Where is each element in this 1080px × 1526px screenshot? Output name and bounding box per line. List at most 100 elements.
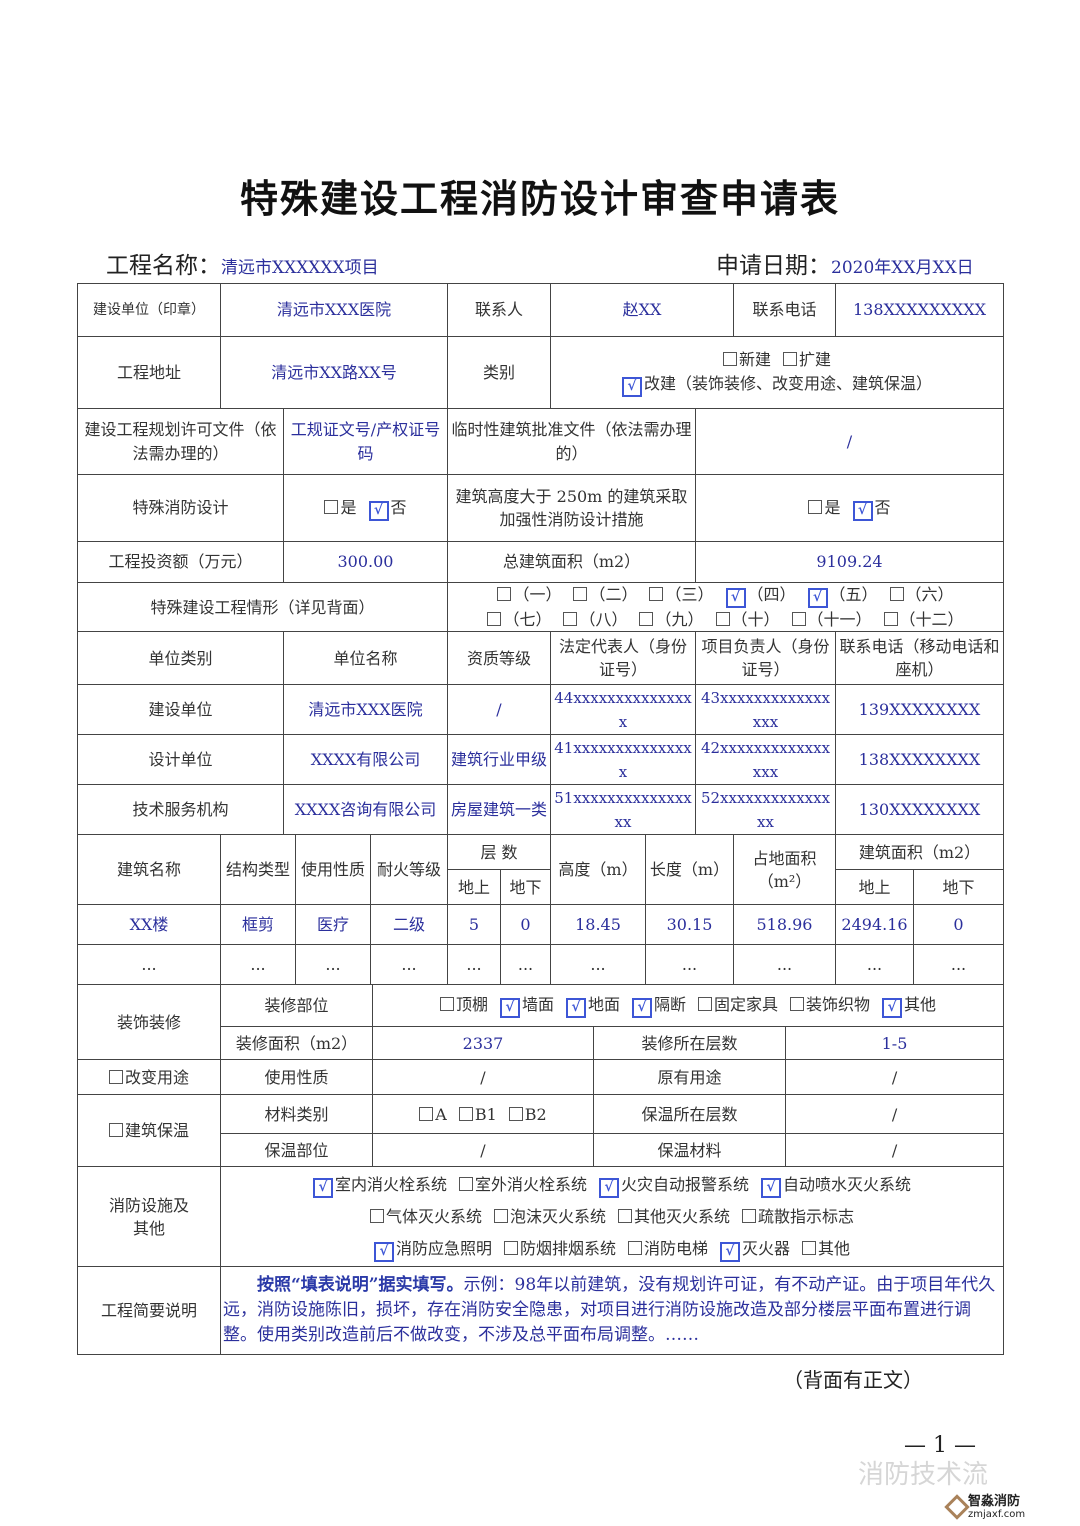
checkbox-option[interactable]: 扩建 xyxy=(783,348,831,371)
building-cell[interactable]: 医疗 xyxy=(295,904,371,946)
checkbox-icon[interactable] xyxy=(563,612,578,626)
unit-cell[interactable]: 52xxxxxxxxxxxxxxx xyxy=(695,784,836,836)
checkbox-option[interactable]: 其他 xyxy=(802,1233,850,1265)
checkbox-option[interactable]: （八） xyxy=(563,608,627,631)
building-cell[interactable]: 二级 xyxy=(370,904,448,946)
checkbox-icon[interactable] xyxy=(503,1240,518,1255)
checkbox-icon[interactable] xyxy=(618,1208,632,1223)
unit-cell[interactable]: XXXX咨询有限公司 xyxy=(283,784,448,836)
checkbox-icon[interactable] xyxy=(783,352,797,367)
building-cell[interactable]: XX楼 xyxy=(77,904,221,946)
checkbox-icon[interactable] xyxy=(889,587,904,601)
checkbox-icon[interactable] xyxy=(458,1106,473,1121)
builder-value[interactable]: 清远市XXX医院 xyxy=(220,283,448,337)
checkbox-icon[interactable] xyxy=(628,1240,642,1255)
use-nature-value[interactable]: / xyxy=(372,1059,594,1096)
insulation-part-value[interactable]: / xyxy=(372,1133,594,1168)
checkbox-option[interactable]: （十） xyxy=(715,608,780,631)
checked-box-icon[interactable]: √ xyxy=(807,588,828,608)
checked-box-icon[interactable]: √ xyxy=(725,588,746,608)
checkbox-option[interactable]: 其他灭火系统 xyxy=(618,1201,730,1233)
checkbox-option[interactable]: 气体灭火系统 xyxy=(369,1201,482,1233)
checkbox-option[interactable]: （十一） xyxy=(791,608,872,631)
checkbox-icon[interactable] xyxy=(108,1069,123,1084)
checked-box-icon[interactable]: √ xyxy=(373,1241,394,1262)
checkbox-icon[interactable] xyxy=(497,587,512,601)
checked-box-icon[interactable]: √ xyxy=(499,998,520,1019)
checked-box-icon[interactable]: √ xyxy=(565,998,586,1019)
checked-box-icon[interactable]: √ xyxy=(882,998,903,1019)
checkbox-icon[interactable] xyxy=(487,612,502,626)
checkbox-option[interactable]: √ 改建（装饰装修、改变用途、建筑保温） xyxy=(621,372,932,397)
unit-cell[interactable]: 清远市XXX医院 xyxy=(283,684,448,736)
checkbox-option[interactable]: √ 否 xyxy=(368,496,407,521)
checkbox-option[interactable]: √ 其他 xyxy=(882,993,936,1019)
unit-cell[interactable]: 130XXXXXXXX xyxy=(835,784,1004,836)
checked-box-icon[interactable]: √ xyxy=(312,1177,333,1198)
checkbox-icon[interactable] xyxy=(742,1208,757,1223)
checked-box-icon[interactable]: √ xyxy=(720,1241,741,1262)
checkbox-option[interactable]: （十二） xyxy=(883,608,964,631)
unit-cell[interactable]: 139XXXXXXXX xyxy=(835,684,1004,736)
checkbox-icon[interactable] xyxy=(698,997,713,1012)
decoration-area-value[interactable]: 2337 xyxy=(372,1026,594,1061)
checkbox-option[interactable]: 是 xyxy=(324,496,357,519)
summary-text[interactable]: 按照“填表说明”据实填写。示例：98年以前建筑，没有规划许可证，有不动产证。由于… xyxy=(219,1266,1005,1356)
building-cell[interactable]: 5 xyxy=(447,904,501,946)
checkbox-option[interactable]: 消防电梯 xyxy=(628,1233,708,1265)
checkbox-option[interactable]: 固定家具 xyxy=(698,993,778,1016)
checkbox-option[interactable]: （六） xyxy=(889,583,954,606)
building-cell[interactable]: 2494.16 xyxy=(835,904,914,946)
checkbox-icon[interactable] xyxy=(439,997,454,1012)
checkbox-icon[interactable] xyxy=(883,612,898,626)
checkbox-icon[interactable] xyxy=(715,612,730,626)
decoration-floors-value[interactable]: 1-5 xyxy=(784,1026,1005,1061)
unit-cell[interactable]: / xyxy=(447,684,551,736)
checkbox-option[interactable]: √ 自动喷水灭火系统 xyxy=(761,1169,911,1201)
building-cell[interactable]: 框剪 xyxy=(220,904,296,946)
checkbox-option[interactable]: （一） xyxy=(497,583,561,606)
checkbox-option[interactable]: （二） xyxy=(573,583,637,606)
insulation-floors-value[interactable]: / xyxy=(784,1094,1005,1135)
unit-cell[interactable]: 138XXXXXXXX xyxy=(835,734,1004,786)
checkbox-option[interactable]: √ 墙面 xyxy=(499,993,554,1019)
checkbox-option[interactable]: 新建 xyxy=(722,348,771,371)
checked-box-icon[interactable]: √ xyxy=(761,1177,782,1198)
checkbox-icon[interactable] xyxy=(722,352,737,367)
building-cell[interactable]: ... xyxy=(645,944,734,986)
checkbox-option[interactable]: √ 室内消火栓系统 xyxy=(312,1169,447,1201)
checkbox-option[interactable]: B2 xyxy=(508,1103,547,1126)
building-cell[interactable]: 18.45 xyxy=(550,904,646,946)
building-cell[interactable]: ... xyxy=(77,944,221,986)
checkbox-icon[interactable] xyxy=(508,1106,523,1121)
building-cell[interactable]: ... xyxy=(295,944,371,986)
checkbox-option[interactable]: √ （四） xyxy=(725,583,796,608)
total-area-value[interactable]: 9109.24 xyxy=(695,541,1004,583)
checkbox-option[interactable]: 疏散指示标志 xyxy=(742,1201,854,1233)
checkbox-icon[interactable] xyxy=(791,612,806,626)
phone-value[interactable]: 138XXXXXXXXX xyxy=(835,283,1004,337)
checkbox-option[interactable]: B1 xyxy=(458,1103,497,1126)
building-cell[interactable]: 0 xyxy=(912,904,1005,946)
unit-cell[interactable]: 51xxxxxxxxxxxxxxxx xyxy=(550,784,696,836)
building-cell[interactable]: ... xyxy=(912,944,1005,986)
unit-cell[interactable]: 43xxxxxxxxxxxxxxxx xyxy=(695,684,836,736)
unit-cell[interactable]: 房屋建筑一类 xyxy=(447,784,551,836)
building-cell[interactable]: 518.96 xyxy=(733,904,836,946)
checkbox-option[interactable]: （七） xyxy=(487,608,551,631)
checkbox-icon[interactable] xyxy=(493,1208,508,1223)
checkbox-icon[interactable] xyxy=(802,1240,817,1255)
checkbox-icon[interactable] xyxy=(573,587,588,601)
checkbox-icon[interactable] xyxy=(108,1123,123,1138)
checkbox-option[interactable]: √ 灭火器 xyxy=(720,1233,790,1265)
building-cell[interactable]: ... xyxy=(733,944,836,986)
unit-cell[interactable]: 41xxxxxxxxxxxxxxx xyxy=(550,734,696,786)
checkbox-option[interactable]: 是 xyxy=(808,496,841,519)
checkbox-icon[interactable] xyxy=(790,997,805,1012)
checked-box-icon[interactable]: √ xyxy=(632,998,652,1019)
insulation-material-value[interactable]: / xyxy=(784,1133,1005,1168)
checkbox-option[interactable]: 防烟排烟系统 xyxy=(503,1233,616,1265)
checked-box-icon[interactable]: √ xyxy=(852,500,873,521)
original-use-value[interactable]: / xyxy=(784,1059,1005,1096)
building-cell[interactable]: 0 xyxy=(500,904,551,946)
